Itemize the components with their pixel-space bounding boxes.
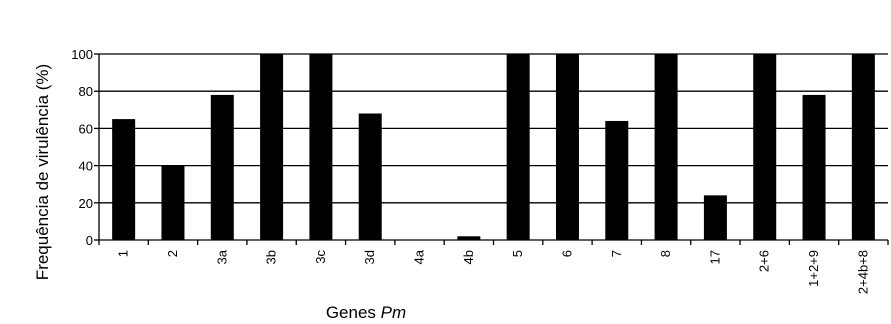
- x-tick-label: 3d: [362, 250, 377, 264]
- y-tick-labels: 0 20 40 60 80 100: [71, 47, 93, 248]
- bar-3c: [309, 54, 333, 240]
- x-tick-labels: 1 2 3a 3b 3c 3d 4a 4b 5 6 7 8 17 2+6 1+2+9 2+4b+8: [116, 249, 871, 294]
- bar-1+2+9: [802, 94, 826, 240]
- x-tick-label: 2+6: [757, 250, 772, 272]
- x-tick-label: 6: [559, 250, 574, 257]
- bar-3d: [358, 113, 382, 240]
- bar-2+6: [753, 54, 777, 240]
- bar-6: [555, 54, 579, 240]
- x-axis-title-italic: Pm: [381, 303, 407, 322]
- x-tick-label: 1+2+9: [806, 250, 821, 287]
- bar-2+4b+8: [851, 54, 875, 240]
- bar-5: [506, 54, 530, 240]
- x-tick-label: 3a: [214, 249, 229, 264]
- y-tick-label: 0: [86, 233, 93, 248]
- x-tick-label: 3c: [313, 250, 328, 264]
- x-axis-title: Genes Pm: [326, 303, 406, 322]
- bar-1: [112, 119, 136, 240]
- y-tick-label: 60: [79, 121, 93, 136]
- bar-8: [654, 54, 678, 240]
- x-tick-label: 1: [116, 250, 131, 257]
- y-tick-label: 80: [79, 84, 93, 99]
- y-tick-label: 40: [79, 159, 93, 174]
- bar-3b: [260, 54, 284, 240]
- y-tick-label: 20: [79, 196, 93, 211]
- y-tick-label: 100: [71, 47, 93, 62]
- x-tick-label: 2+4b+8: [855, 250, 870, 294]
- bar-7: [605, 120, 629, 240]
- x-tick-label: 5: [510, 250, 525, 257]
- bar-2: [161, 165, 185, 240]
- bar-17: [703, 195, 727, 240]
- x-tick-label: 7: [609, 250, 624, 257]
- x-axis-title-main: Genes: [326, 303, 376, 322]
- bar-3a: [210, 94, 234, 240]
- axes: [94, 53, 889, 245]
- bar-4b: [457, 236, 481, 240]
- bars: [112, 54, 875, 240]
- x-tick-label: 4b: [461, 250, 476, 264]
- y-axis-title: Frequência de virulência (%): [33, 64, 52, 280]
- x-tick-label: 4a: [412, 249, 427, 264]
- x-tick-label: 2: [165, 250, 180, 257]
- x-tick-label: 17: [707, 250, 722, 264]
- x-tick-label: 8: [658, 250, 673, 257]
- x-tick-label: 3b: [264, 250, 279, 264]
